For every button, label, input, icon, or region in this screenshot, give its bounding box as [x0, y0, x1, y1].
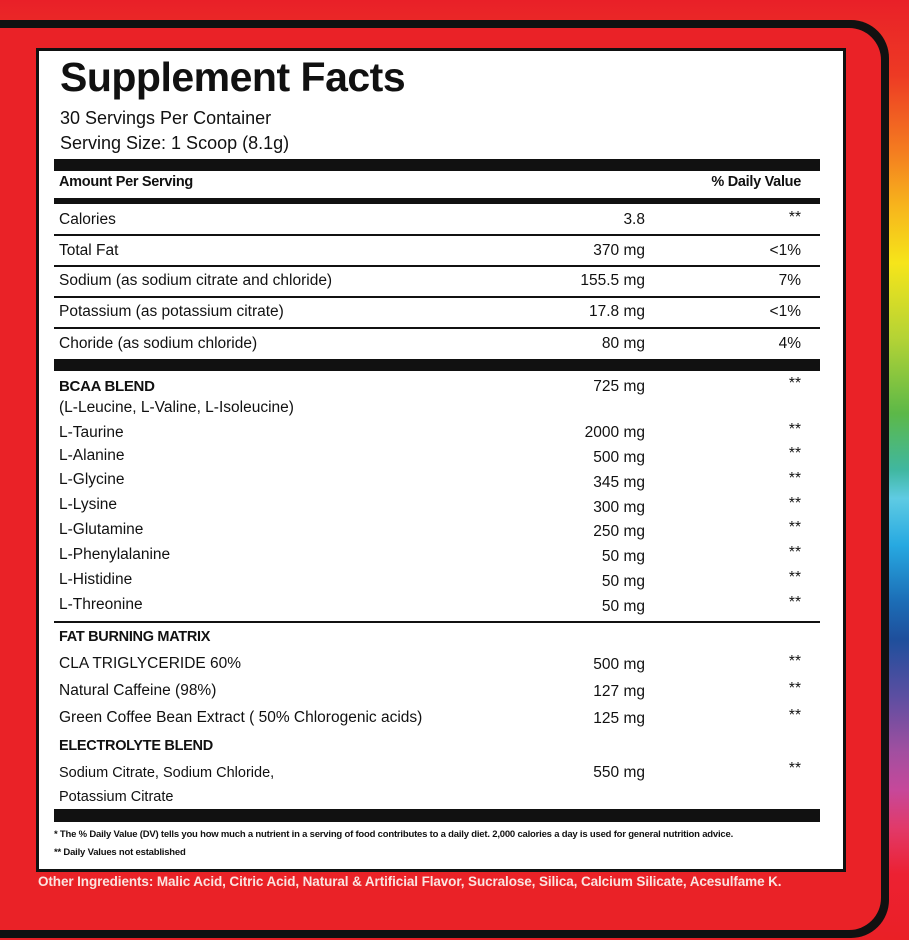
nutrient-amount: 80 mg	[601, 335, 645, 352]
section-divider	[54, 621, 820, 623]
amount-per-serving-header: Amount Per Serving	[59, 174, 193, 190]
amino-acid-name: L-Glycine	[59, 471, 125, 488]
serving-size: Serving Size: 1 Scoop (8.1g)	[60, 133, 290, 153]
fat-burning-heading: FAT BURNING MATRIX	[59, 629, 211, 645]
bcaa-blend-detail: (L-Leucine, L-Valine, L-Isoleucine)	[59, 399, 294, 416]
nutrient-name: Potassium (as potassium citrate)	[59, 303, 284, 320]
nutrient-amount: 3.8	[623, 211, 645, 228]
nutrient-amount: 155.5 mg	[580, 272, 645, 289]
electrolyte-amount: 550 mg	[593, 764, 645, 781]
fat-burning-item-dv: **	[788, 653, 801, 670]
nutrient-amount: 17.8 mg	[588, 303, 645, 320]
amino-acid-amount: 2000 mg	[584, 424, 645, 441]
thick-divider	[54, 359, 820, 371]
amino-acid-dv: **	[788, 569, 801, 586]
nutrient-name: Calories	[59, 211, 116, 228]
nutrient-dv: <1%	[769, 242, 801, 259]
amino-acid-dv: **	[788, 495, 801, 512]
daily-value-footnote: * The % Daily Value (DV) tells you how m…	[54, 829, 734, 840]
amino-acid-amount: 300 mg	[593, 499, 645, 516]
bcaa-blend-dv: **	[788, 375, 801, 392]
amino-acid-amount: 50 mg	[601, 598, 645, 615]
amino-acid-dv: **	[788, 594, 801, 611]
amino-acid-name: L-Alanine	[59, 447, 125, 464]
nutrient-name: Sodium (as sodium citrate and chloride)	[59, 272, 333, 289]
amino-acid-amount: 500 mg	[593, 449, 645, 466]
servings-per-container: 30 Servings Per Container	[60, 108, 272, 128]
supplement-facts-panel	[36, 48, 846, 872]
fat-burning-item-dv: **	[788, 707, 801, 724]
fat-burning-item-amount: 125 mg	[593, 710, 645, 727]
amino-acid-dv: **	[788, 519, 801, 536]
electrolyte-line-1: Sodium Citrate, Sodium Chloride,	[59, 765, 275, 781]
fat-burning-item-dv: **	[788, 680, 801, 697]
nutrient-amount: 370 mg	[593, 242, 645, 259]
thick-divider	[54, 809, 820, 822]
medium-divider	[54, 198, 820, 204]
amino-acid-name: L-Lysine	[59, 496, 118, 513]
amino-acid-dv: **	[788, 445, 801, 462]
fat-burning-item-name: CLA TRIGLYCERIDE 60%	[59, 655, 242, 672]
not-established-footnote: ** Daily Values not established	[54, 847, 186, 858]
row-divider	[54, 265, 820, 267]
panel-title: Supplement Facts	[60, 54, 406, 100]
amino-acid-dv: **	[788, 470, 801, 487]
fat-burning-item-amount: 127 mg	[593, 683, 645, 700]
nutrient-dv: <1%	[769, 303, 801, 320]
fat-burning-item-amount: 500 mg	[593, 656, 645, 673]
amino-acid-name: L-Glutamine	[59, 521, 144, 538]
row-divider	[54, 234, 820, 236]
amino-acid-name: L-Taurine	[59, 424, 124, 441]
amino-acid-name: L-Threonine	[59, 596, 143, 613]
electrolyte-line-2: Potassium Citrate	[59, 789, 174, 805]
nutrient-name: Choride (as sodium chloride)	[59, 335, 258, 352]
thick-divider	[54, 159, 820, 171]
amino-acid-amount: 50 mg	[601, 548, 645, 565]
bcaa-blend-amount: 725 mg	[593, 378, 645, 395]
nutrient-dv: 4%	[778, 335, 801, 352]
electrolyte-dv: **	[788, 760, 801, 777]
nutrient-dv: **	[788, 209, 801, 226]
other-ingredients: Other Ingredients: Malic Acid, Citric Ac…	[38, 874, 782, 889]
bcaa-blend-name: BCAA BLEND	[59, 378, 155, 395]
daily-value-header: % Daily Value	[711, 174, 801, 190]
amino-acid-name: L-Phenylalanine	[59, 546, 171, 563]
nutrient-name: Total Fat	[59, 242, 119, 259]
amino-acid-name: L-Histidine	[59, 571, 133, 588]
amino-acid-amount: 250 mg	[593, 523, 645, 540]
nutrient-dv: 7%	[778, 272, 801, 289]
fat-burning-item-name: Green Coffee Bean Extract ( 50% Chloroge…	[59, 709, 423, 726]
amino-acid-dv: **	[788, 544, 801, 561]
row-divider	[54, 327, 820, 329]
row-divider	[54, 296, 820, 298]
amino-acid-amount: 50 mg	[601, 573, 645, 590]
amino-acid-dv: **	[788, 421, 801, 438]
amino-acid-amount: 345 mg	[593, 474, 645, 491]
electrolyte-heading: ELECTROLYTE BLEND	[59, 738, 213, 754]
fat-burning-item-name: Natural Caffeine (98%)	[59, 682, 217, 699]
